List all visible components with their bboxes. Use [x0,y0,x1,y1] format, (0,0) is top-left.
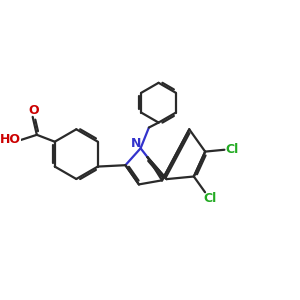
Text: Cl: Cl [203,192,216,205]
Text: Cl: Cl [226,142,239,155]
Text: HO: HO [0,133,21,146]
Text: N: N [130,137,141,150]
Text: O: O [28,104,38,117]
